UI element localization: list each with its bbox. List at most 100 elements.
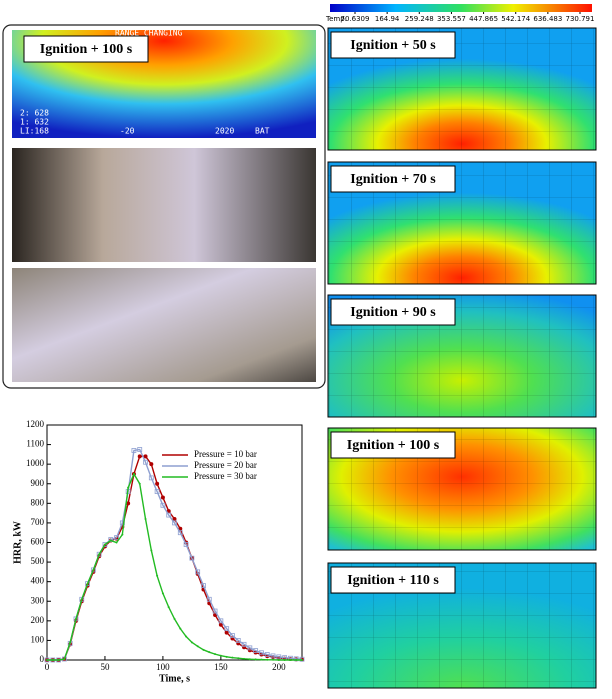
marker	[179, 627, 182, 630]
marker	[196, 645, 199, 648]
marker	[254, 658, 257, 661]
y-tick-label: 200	[31, 615, 45, 625]
marker	[167, 606, 170, 609]
fire-photo	[12, 268, 316, 382]
marker	[103, 543, 106, 546]
marker	[46, 659, 48, 661]
thermal-text: BAT	[255, 127, 270, 136]
colorbar	[330, 4, 592, 12]
marker	[74, 617, 77, 620]
marker	[148, 475, 154, 481]
marker	[114, 535, 119, 541]
marker	[172, 520, 177, 526]
marker	[276, 654, 282, 660]
y-tick-label: 1200	[26, 419, 45, 429]
panel-label: Ignition + 100 s	[347, 438, 440, 453]
label-box	[330, 566, 456, 594]
marker	[231, 656, 234, 659]
y-tick-label: 500	[31, 556, 45, 566]
y-tick-label: 1000	[26, 458, 45, 468]
y-tick-label: 100	[31, 634, 45, 644]
marker	[86, 582, 89, 585]
marker	[212, 608, 218, 614]
marker	[206, 596, 212, 602]
marker	[218, 618, 224, 624]
marker	[185, 635, 188, 638]
marker	[195, 569, 201, 575]
marker	[219, 654, 222, 657]
marker	[51, 659, 54, 661]
legend-label: Pressure = 20 bar	[194, 460, 257, 470]
thermal-text: 1: 632	[20, 118, 49, 127]
colorbar-tick-label: 542.174	[501, 15, 530, 23]
thermal-text: RANGE CHANGING	[115, 29, 183, 38]
marker	[230, 633, 235, 638]
marker	[299, 656, 305, 662]
marker	[92, 568, 95, 571]
panel-label: Ignition + 70 s	[350, 172, 436, 187]
marker	[224, 630, 229, 635]
marker	[138, 482, 141, 485]
marker	[166, 512, 172, 518]
marker	[248, 658, 251, 661]
marker	[208, 651, 211, 654]
marker	[98, 553, 101, 556]
marker	[277, 659, 280, 661]
marker	[161, 592, 164, 595]
series-line	[47, 472, 302, 661]
series-line	[47, 448, 303, 661]
marker	[143, 459, 148, 465]
marker	[156, 574, 159, 577]
panel-label: Ignition + 90 s	[350, 305, 436, 320]
marker	[150, 549, 153, 552]
y-tick-label: 700	[31, 517, 45, 527]
marker	[57, 659, 60, 661]
marker	[137, 447, 143, 452]
fire-photo	[12, 148, 316, 262]
colorbar-tick-label: 353.557	[437, 15, 466, 23]
marker	[202, 648, 205, 651]
photo-label: Ignition + 100 s	[40, 42, 133, 57]
marker	[108, 537, 114, 542]
x-tick-label: 150	[214, 662, 228, 672]
legend-label: Pressure = 10 bar	[194, 449, 257, 459]
plot-frame	[46, 424, 303, 661]
marker	[225, 655, 228, 658]
marker	[172, 517, 177, 521]
thermal-text: -20	[120, 127, 135, 136]
legend-label: Pressure = 30 bar	[194, 471, 257, 481]
marker	[189, 555, 195, 561]
x-tick-label: 0	[45, 662, 50, 672]
thermal-text: 2: 628	[20, 109, 49, 118]
marker	[80, 598, 83, 601]
marker	[177, 530, 183, 536]
marker	[149, 462, 154, 467]
marker	[301, 659, 303, 661]
marker	[115, 541, 118, 544]
marker	[235, 638, 241, 643]
y-axis-label: HRR, kW	[12, 521, 23, 564]
x-tick-label: 100	[156, 662, 170, 672]
marker	[69, 641, 72, 644]
thermal-text: 2020	[215, 127, 234, 136]
label-box	[330, 431, 456, 459]
label-box	[330, 165, 456, 193]
y-tick-label: 1100	[26, 439, 44, 449]
y-tick-label: 0	[40, 654, 45, 664]
photo-frame	[2, 24, 326, 389]
y-tick-label: 900	[31, 478, 45, 488]
marker	[160, 502, 166, 508]
marker	[295, 659, 298, 661]
colorbar-label: Temp:	[325, 15, 347, 23]
marker	[190, 641, 193, 644]
marker	[224, 626, 230, 632]
label-box	[23, 35, 149, 63]
marker	[131, 448, 137, 453]
colorbar-tick-label: 730.791	[566, 15, 595, 23]
marker	[160, 495, 165, 500]
marker	[121, 533, 124, 536]
marker	[183, 542, 189, 547]
marker	[241, 641, 247, 647]
marker	[126, 501, 131, 506]
